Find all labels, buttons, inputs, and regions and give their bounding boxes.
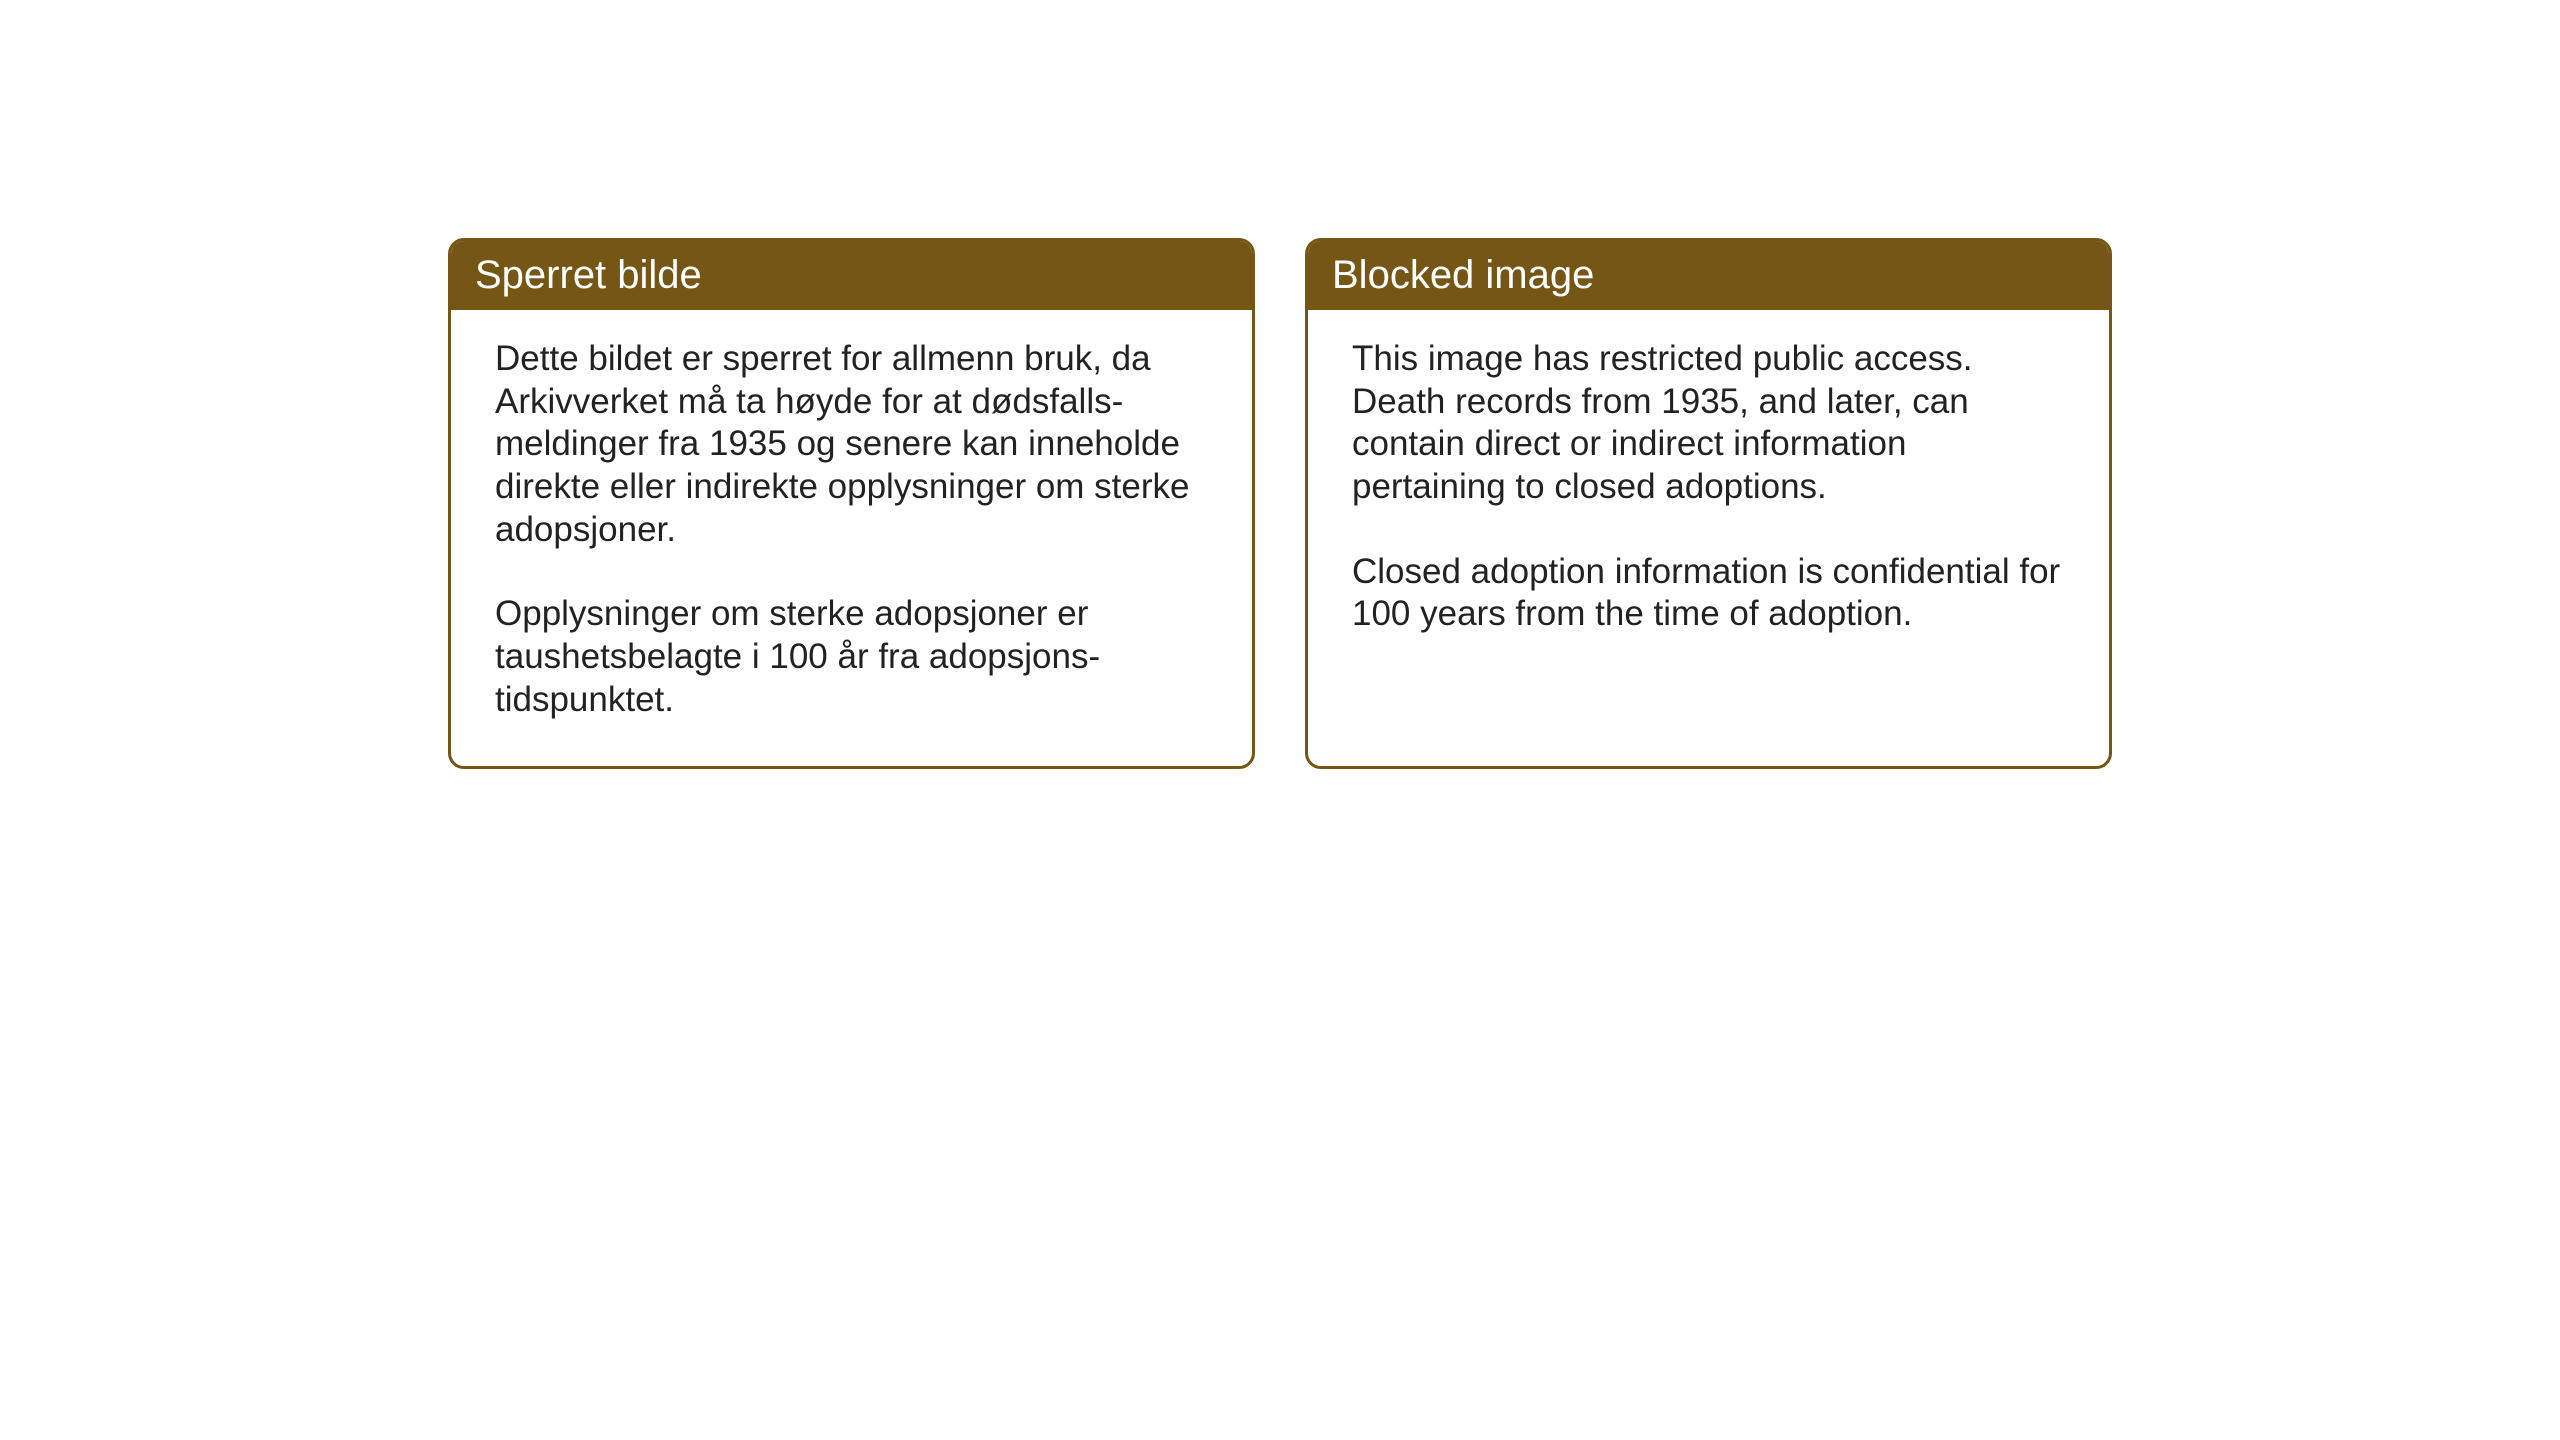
cards-container: Sperret bilde Dette bildet er sperret fo… [448, 238, 2112, 769]
norwegian-paragraph-1: Dette bildet er sperret for allmenn bruk… [495, 338, 1208, 551]
norwegian-card-body: Dette bildet er sperret for allmenn bruk… [451, 310, 1252, 766]
norwegian-card-title: Sperret bilde [451, 241, 1252, 310]
norwegian-notice-card: Sperret bilde Dette bildet er sperret fo… [448, 238, 1255, 769]
english-card-body: This image has restricted public access.… [1308, 310, 2109, 680]
english-paragraph-1: This image has restricted public access.… [1352, 338, 2065, 509]
norwegian-paragraph-2: Opplysninger om sterke adopsjoner er tau… [495, 593, 1208, 721]
english-card-title: Blocked image [1308, 241, 2109, 310]
english-notice-card: Blocked image This image has restricted … [1305, 238, 2112, 769]
english-paragraph-2: Closed adoption information is confident… [1352, 551, 2065, 636]
